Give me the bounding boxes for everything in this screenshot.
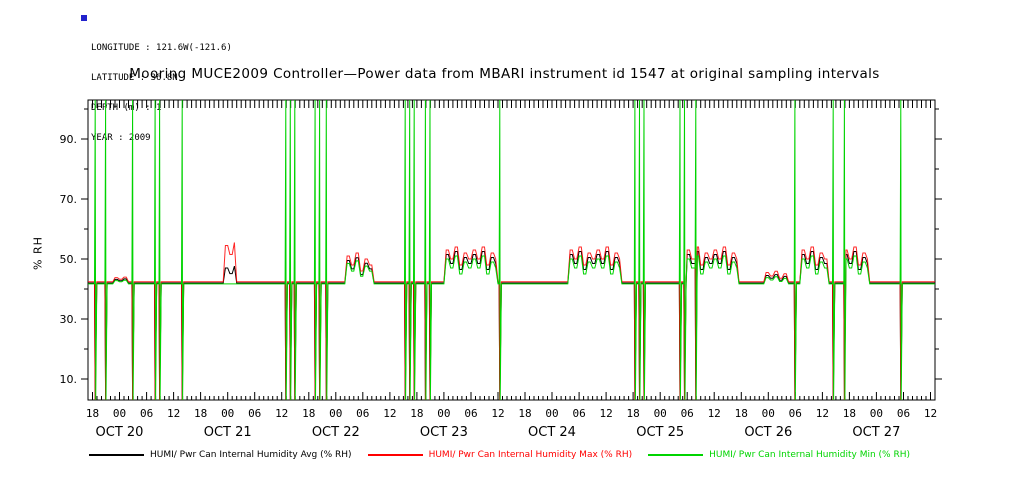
legend-line-avg xyxy=(88,454,144,456)
legend-line-min xyxy=(648,454,704,456)
svg-text:12: 12 xyxy=(383,407,396,420)
station-info: LONGITUDE : 121.6W(-121.6) LATITUDE : 36… xyxy=(81,13,232,163)
svg-text:18: 18 xyxy=(518,407,531,420)
svg-text:70.: 70. xyxy=(60,193,78,206)
svg-text:00: 00 xyxy=(329,407,342,420)
svg-text:18: 18 xyxy=(626,407,639,420)
info-depth: DEPTH (m) : 1 xyxy=(91,103,162,113)
info-latitude: LATITUDE : 36.8N xyxy=(91,73,178,83)
svg-text:12: 12 xyxy=(708,407,721,420)
svg-text:00: 00 xyxy=(113,407,126,420)
svg-text:18: 18 xyxy=(410,407,423,420)
svg-text:30.: 30. xyxy=(60,313,78,326)
svg-text:OCT 23: OCT 23 xyxy=(420,425,468,440)
svg-text:06: 06 xyxy=(356,407,369,420)
svg-text:10.: 10. xyxy=(60,373,78,386)
info-longitude: LONGITUDE : 121.6W(-121.6) xyxy=(91,43,232,53)
svg-text:12: 12 xyxy=(167,407,180,420)
svg-text:06: 06 xyxy=(897,407,910,420)
svg-text:00: 00 xyxy=(654,407,667,420)
svg-text:18: 18 xyxy=(194,407,207,420)
svg-text:OCT 24: OCT 24 xyxy=(528,425,576,440)
svg-text:00: 00 xyxy=(545,407,558,420)
svg-text:OCT 27: OCT 27 xyxy=(852,425,900,440)
svg-text:12: 12 xyxy=(599,407,612,420)
svg-text:00: 00 xyxy=(762,407,775,420)
svg-text:06: 06 xyxy=(140,407,153,420)
svg-text:OCT 20: OCT 20 xyxy=(96,425,144,440)
svg-text:18: 18 xyxy=(302,407,315,420)
svg-text:06: 06 xyxy=(572,407,585,420)
svg-text:00: 00 xyxy=(221,407,234,420)
svg-text:06: 06 xyxy=(248,407,261,420)
svg-text:12: 12 xyxy=(924,407,937,420)
svg-text:18: 18 xyxy=(86,407,99,420)
svg-text:90.: 90. xyxy=(60,133,78,146)
svg-text:06: 06 xyxy=(789,407,802,420)
svg-text:OCT 26: OCT 26 xyxy=(744,425,792,440)
svg-text:12: 12 xyxy=(275,407,288,420)
svg-text:50.: 50. xyxy=(60,253,78,266)
info-year: YEAR : 2009 xyxy=(91,133,151,143)
chart-title: Mooring MUCE2009 Controller—Power data f… xyxy=(129,66,880,82)
svg-text:00: 00 xyxy=(870,407,883,420)
svg-text:00: 00 xyxy=(437,407,450,420)
svg-text:12: 12 xyxy=(491,407,504,420)
legend: HUMI/ Pwr Can Internal Humidity Avg (% R… xyxy=(0,450,1009,460)
svg-text:12: 12 xyxy=(816,407,829,420)
svg-text:OCT 22: OCT 22 xyxy=(312,425,360,440)
svg-text:18: 18 xyxy=(735,407,748,420)
svg-text:06: 06 xyxy=(681,407,694,420)
svg-text:OCT 25: OCT 25 xyxy=(636,425,684,440)
station-marker-icon xyxy=(81,15,87,21)
legend-label-max: HUMI/ Pwr Can Internal Humidity Max (% R… xyxy=(428,450,633,460)
svg-text:OCT 21: OCT 21 xyxy=(204,425,252,440)
legend-label-avg: HUMI/ Pwr Can Internal Humidity Avg (% R… xyxy=(149,450,352,460)
svg-text:18: 18 xyxy=(843,407,856,420)
legend-line-max xyxy=(367,454,423,456)
svg-text:06: 06 xyxy=(464,407,477,420)
legend-label-min: HUMI/ Pwr Can Internal Humidity Min (% R… xyxy=(709,450,910,460)
